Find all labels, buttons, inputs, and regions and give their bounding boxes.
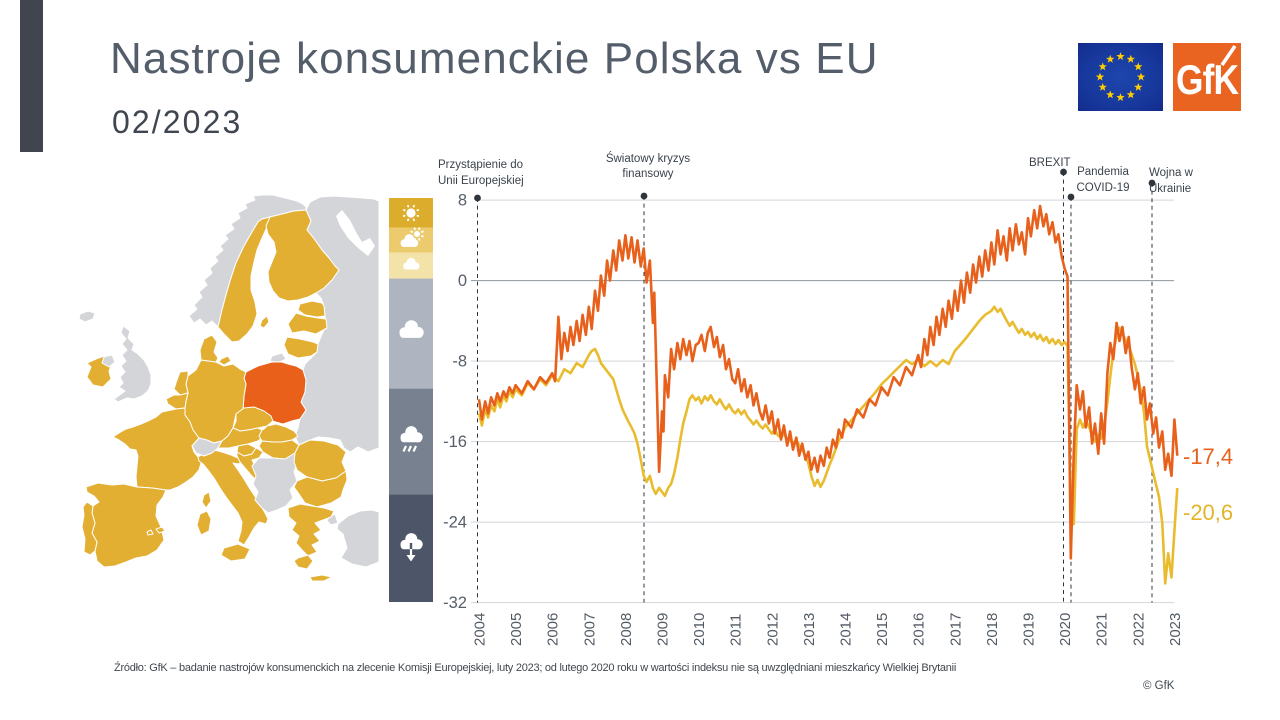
svg-text:2021: 2021: [1094, 613, 1111, 646]
svg-text:0: 0: [458, 272, 467, 290]
svg-text:-16: -16: [443, 433, 467, 451]
svg-text:2017: 2017: [947, 613, 964, 646]
svg-text:-24: -24: [443, 514, 467, 532]
svg-text:2023: 2023: [1167, 613, 1184, 646]
svg-text:8: 8: [458, 192, 467, 210]
svg-text:2014: 2014: [838, 613, 855, 646]
svg-text:2008: 2008: [618, 613, 635, 646]
svg-text:-32: -32: [443, 594, 467, 612]
svg-text:2006: 2006: [545, 613, 562, 646]
svg-text:2004: 2004: [472, 613, 489, 646]
svg-text:GfK: GfK: [1176, 57, 1239, 104]
svg-text:2005: 2005: [508, 613, 525, 646]
svg-text:2013: 2013: [801, 613, 818, 646]
svg-text:-8: -8: [452, 353, 467, 371]
svg-text:2020: 2020: [1057, 613, 1074, 646]
svg-text:2009: 2009: [655, 613, 672, 646]
svg-text:2016: 2016: [911, 613, 928, 646]
svg-text:2019: 2019: [1021, 613, 1038, 646]
svg-text:2015: 2015: [874, 613, 891, 646]
svg-text:2007: 2007: [581, 613, 598, 646]
svg-text:2010: 2010: [691, 613, 708, 646]
svg-text:2022: 2022: [1130, 613, 1147, 646]
svg-text:2011: 2011: [728, 614, 745, 646]
svg-text:2018: 2018: [984, 613, 1001, 646]
svg-text:2012: 2012: [764, 613, 781, 646]
